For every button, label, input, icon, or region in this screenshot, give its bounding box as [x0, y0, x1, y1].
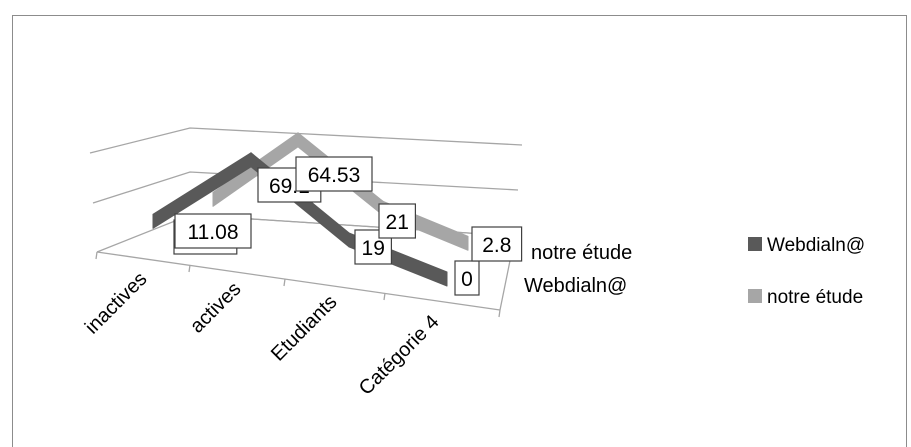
tick [188, 264, 191, 273]
category-label-categorie-4: Catégorie 4 [355, 311, 444, 400]
tick [283, 278, 286, 287]
tick [498, 309, 501, 318]
gridline-top [89, 127, 523, 154]
depth-label-notre-etude: notre étude [531, 242, 632, 264]
depth-axis-labels: notre étude Webdialn@ [524, 242, 632, 297]
chart-frame [12, 15, 907, 447]
data-label-notre-etude-box [174, 213, 252, 249]
data-label-notre-etude-box [378, 203, 417, 239]
data-label-webdialn: 0 [461, 268, 473, 291]
data-label-webdialn: 19 [362, 237, 385, 260]
category-label-inactives: inactives [81, 268, 152, 339]
data-label-notre-etude: 64.53 [308, 164, 361, 187]
data-label-notre-etude: 11.08 [188, 221, 239, 244]
legend: Webdialn@ notre étude [748, 235, 865, 308]
category-label-actives: actives [186, 278, 246, 338]
floor-front-edge [96, 251, 501, 311]
data-label-notre-etude: 2.8 [482, 234, 511, 257]
x-axis-ticks [95, 251, 501, 318]
legend-label-webdialn: Webdialn@ [767, 235, 865, 256]
data-label-webdialn-box [454, 260, 480, 296]
legend-label-notre-etude: notre étude [767, 287, 863, 308]
gridline-middle [92, 171, 519, 204]
category-label-etudiants: Etudiants [267, 291, 342, 366]
data-label-notre-etude: 21 [386, 211, 409, 234]
legend-swatch-webdialn [748, 237, 762, 251]
tick [95, 251, 98, 260]
data-label-notre-etude-box [295, 156, 373, 192]
category-labels: inactives actives Etudiants Catégorie 4 [81, 268, 444, 400]
tick [383, 292, 386, 301]
data-label-notre-etude-box [471, 226, 523, 262]
depth-label-webdialn: Webdialn@ [524, 275, 627, 297]
legend-swatch-notre-etude [748, 289, 762, 303]
